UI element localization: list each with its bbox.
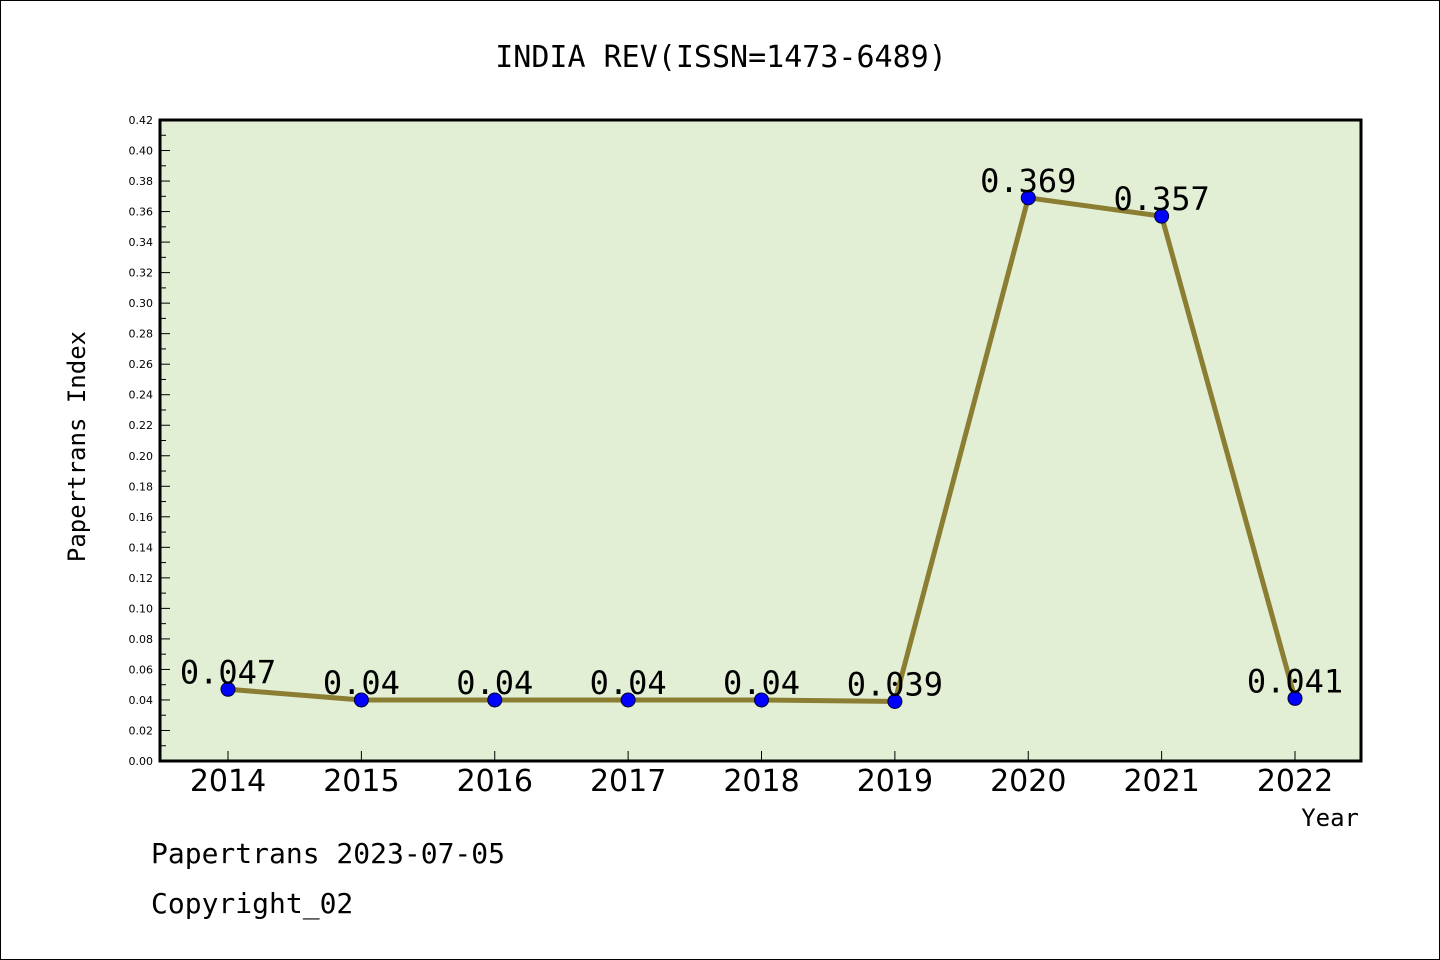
data-point [754, 692, 769, 708]
x-tick-label: 2016 [457, 764, 533, 799]
x-tick-label: 2018 [723, 764, 799, 799]
y-tick-label: 0.34 [129, 236, 154, 249]
data-label: 0.047 [180, 653, 276, 691]
y-tick-label: 0.04 [129, 694, 154, 707]
data-label: 0.039 [847, 665, 943, 703]
x-tick-label: 2017 [590, 764, 666, 799]
data-point [887, 693, 903, 709]
x-axis-label: Year [1301, 804, 1359, 832]
y-tick-label: 0.18 [129, 480, 154, 493]
y-axis: 0.00 0.02 0.04 0.06 0.08 0.10 0.12 0.14 0.16 0.18… [129, 114, 170, 768]
y-axis-label: Papertrans Index [63, 331, 91, 562]
footer-copyright: Copyright_02 [151, 887, 354, 920]
y-tick-label: 0.00 [129, 755, 154, 768]
data-label: 0.357 [1113, 180, 1209, 218]
y-tick-label: 0.30 [129, 297, 154, 310]
y-tick-label: 0.26 [129, 358, 154, 371]
data-label: 0.04 [590, 664, 667, 702]
y-tick-label: 0.40 [129, 145, 154, 158]
y-tick-label: 0.12 [129, 572, 154, 585]
series-group: 0.047 0.04 0.04 0.04 0.04 0.039 0.369 0.357 0.04… [180, 162, 1343, 709]
footer-date: Papertrans 2023-07-05 [151, 837, 506, 870]
y-tick-label: 0.16 [129, 511, 154, 524]
data-point [620, 692, 636, 708]
y-tick-label: 0.02 [129, 724, 154, 737]
y-tick-label: 0.20 [129, 450, 154, 463]
data-point [487, 692, 503, 708]
x-tick-label: 2021 [1123, 764, 1199, 799]
data-point [220, 681, 236, 697]
x-tick-label: 2020 [990, 764, 1066, 799]
data-label: 0.04 [456, 664, 533, 702]
data-label: 0.04 [723, 664, 800, 702]
y-tick-label: 0.38 [129, 175, 154, 188]
y-tick-label: 0.36 [129, 206, 154, 219]
x-tick-label: 2019 [857, 764, 933, 799]
y-tick-label: 0.28 [129, 328, 154, 341]
x-tick-label: 2022 [1257, 764, 1333, 799]
y-tick-label: 0.10 [129, 602, 154, 615]
plot-area [158, 118, 1363, 763]
x-axis: 2014 2015 2016 2017 2018 2019 2020 2021 2022 [190, 751, 1333, 799]
y-tick-label: 0.14 [129, 541, 154, 554]
data-point [1287, 690, 1303, 706]
y-tick-label: 0.06 [129, 663, 154, 676]
data-point [353, 692, 369, 708]
data-point [1154, 208, 1170, 224]
data-label: 0.369 [980, 162, 1076, 200]
data-point [1020, 190, 1036, 206]
data-label: 0.041 [1247, 662, 1343, 700]
chart-title: INDIA REV(ISSN=1473-6489) [495, 40, 947, 75]
y-tick-label: 0.42 [129, 114, 154, 127]
y-tick-label: 0.22 [129, 419, 154, 432]
x-tick-label: 2015 [323, 764, 399, 799]
y-tick-label: 0.24 [129, 389, 154, 402]
y-tick-label: 0.08 [129, 633, 154, 646]
data-label: 0.04 [323, 664, 400, 702]
x-tick-label: 2014 [190, 764, 266, 799]
y-tick-label: 0.32 [129, 267, 154, 280]
